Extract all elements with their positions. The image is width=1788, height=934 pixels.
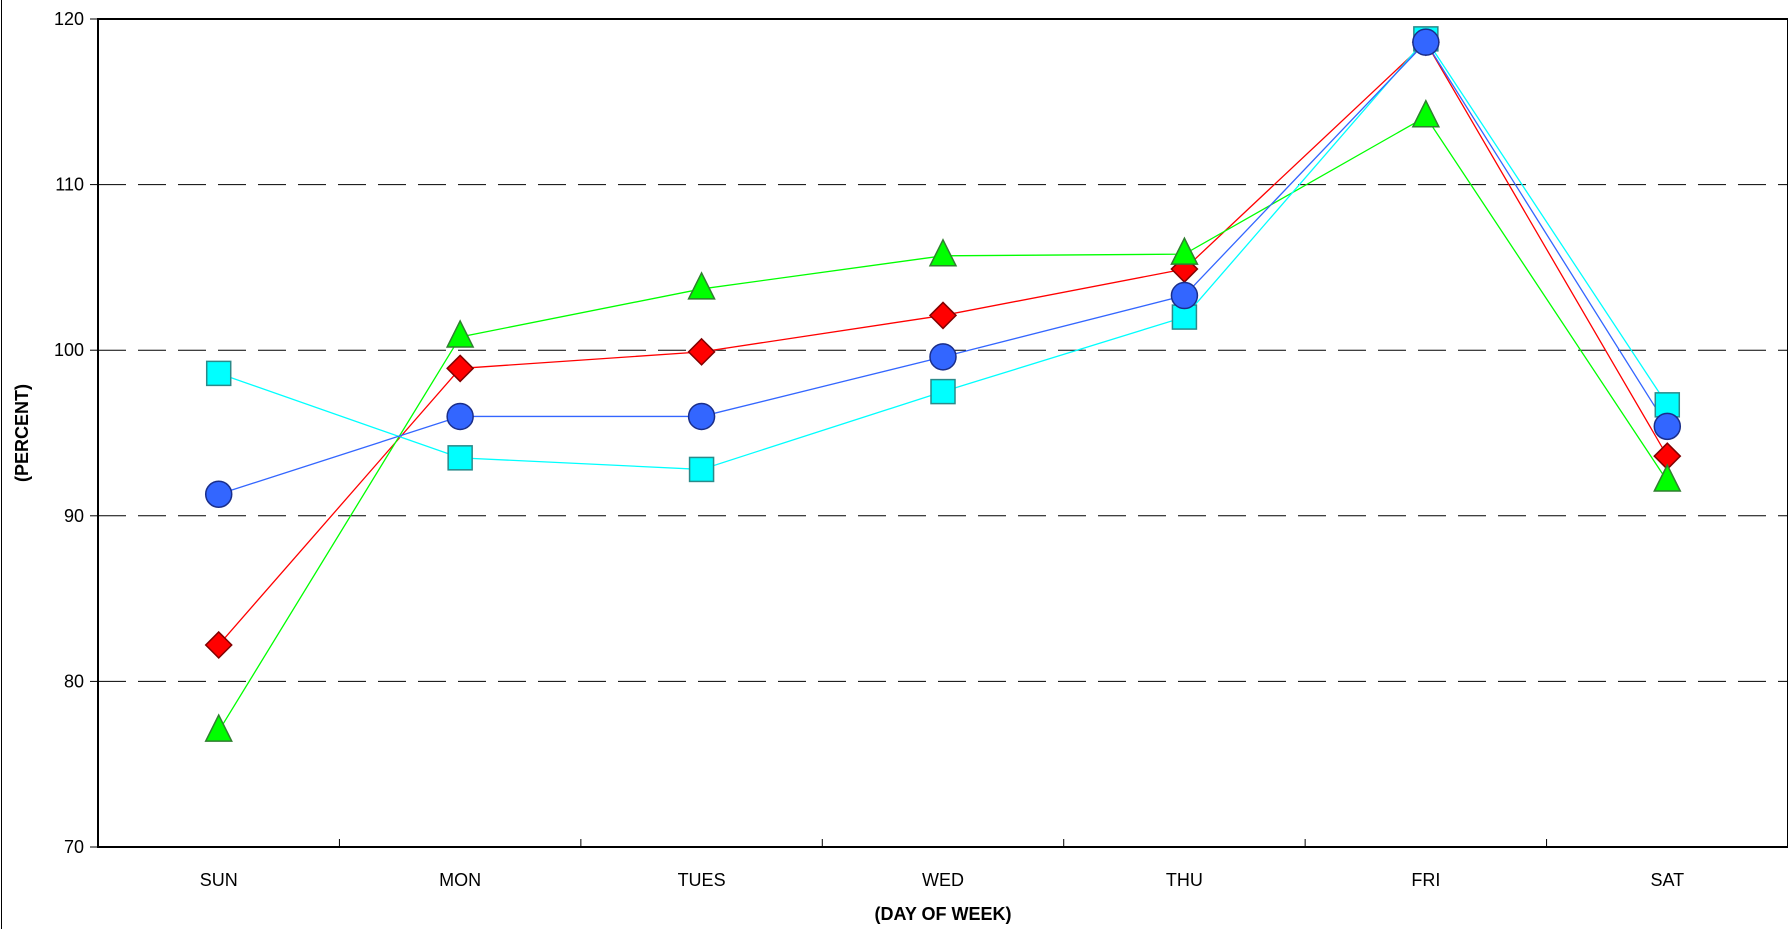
x-tick-label: SUN [200,870,238,890]
y-tick-label: 110 [55,175,84,195]
data-point [204,713,233,742]
y-tick-label: 70 [64,837,84,857]
data-point [1412,28,1440,56]
data-point [1653,412,1682,441]
series-line [218,41,1668,495]
data-point [687,271,716,300]
y-tick-label: 100 [54,340,84,360]
data-point [930,378,956,405]
x-axis-title: (DAY OF WEEK) [874,904,1011,924]
data-point [687,402,716,431]
markers-triangle [204,99,1682,742]
data-point [928,301,958,330]
x-axis-ticks: SUN MON TUES WED THU FRI SAT [200,839,1684,890]
data-point [204,480,233,509]
data-point [205,360,232,387]
x-tick-label: THU [1166,870,1203,890]
markers-circle [204,28,1682,509]
data-point [929,343,957,371]
data-point [928,238,958,267]
x-tick-label: SAT [1650,870,1684,890]
y-tick-label: 80 [64,671,84,691]
series-layer [204,26,1682,742]
y-tick-label: 90 [64,506,84,526]
data-point [1170,236,1199,265]
data-point [1411,99,1441,128]
y-axis-title: (PERCENT) [12,384,32,482]
data-point [204,630,233,660]
y-tick-label: 120 [54,9,84,29]
data-point [447,445,473,471]
x-tick-label: WED [922,870,964,890]
data-point [1170,281,1199,310]
data-point [445,319,475,348]
data-point [688,456,715,483]
data-point [446,402,474,431]
series-circle [218,41,1668,495]
y-axis-ticks: 70 80 90 100 110 120 [54,9,98,857]
plot-area-border [97,18,1788,848]
data-point [687,337,716,366]
x-tick-label: MON [439,870,481,890]
x-tick-label: FRI [1411,870,1440,890]
x-tick-label: TUES [678,870,726,890]
data-point [1653,463,1682,492]
data-point [446,354,475,383]
